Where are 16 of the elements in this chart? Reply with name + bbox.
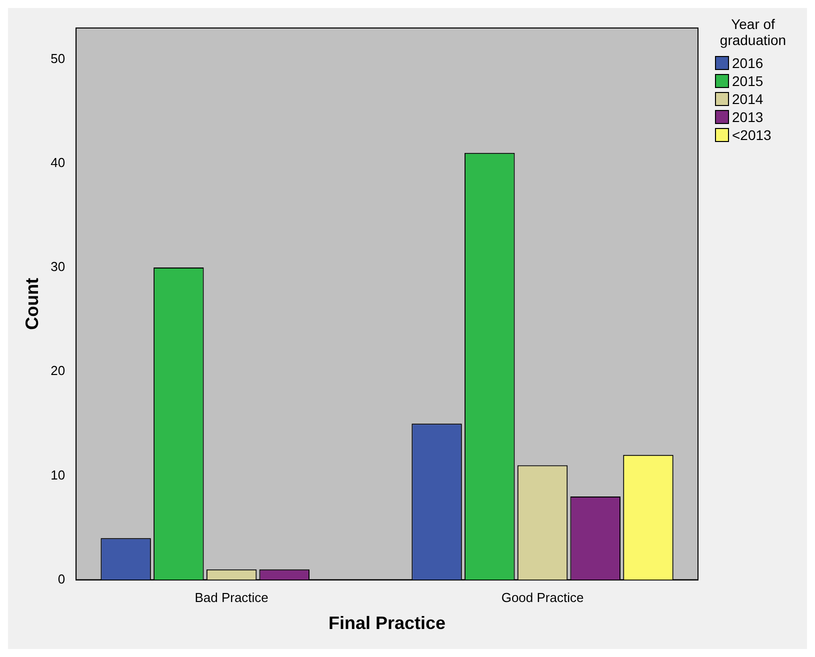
legend-label: <2013 <box>732 127 772 143</box>
x-tick-label: Good Practice <box>501 590 584 606</box>
legend-label: 2013 <box>732 109 764 125</box>
legend-label: 2014 <box>732 91 764 107</box>
legend-label: 2016 <box>732 55 764 71</box>
x-tick-label: Bad Practice <box>194 590 268 606</box>
y-tick-label: 20 <box>50 363 66 378</box>
y-tick-label: 0 <box>58 571 66 586</box>
y-tick-label: 30 <box>50 259 66 274</box>
legend-title: Year of graduation <box>718 16 788 48</box>
y-axis-title: Count <box>22 278 42 330</box>
x-axis-title: Final Practice <box>328 613 446 634</box>
y-tick-label: 10 <box>50 467 66 482</box>
legend-label: 2015 <box>732 73 764 89</box>
y-tick-label: 50 <box>50 50 66 66</box>
y-tick-label: 40 <box>50 154 66 170</box>
